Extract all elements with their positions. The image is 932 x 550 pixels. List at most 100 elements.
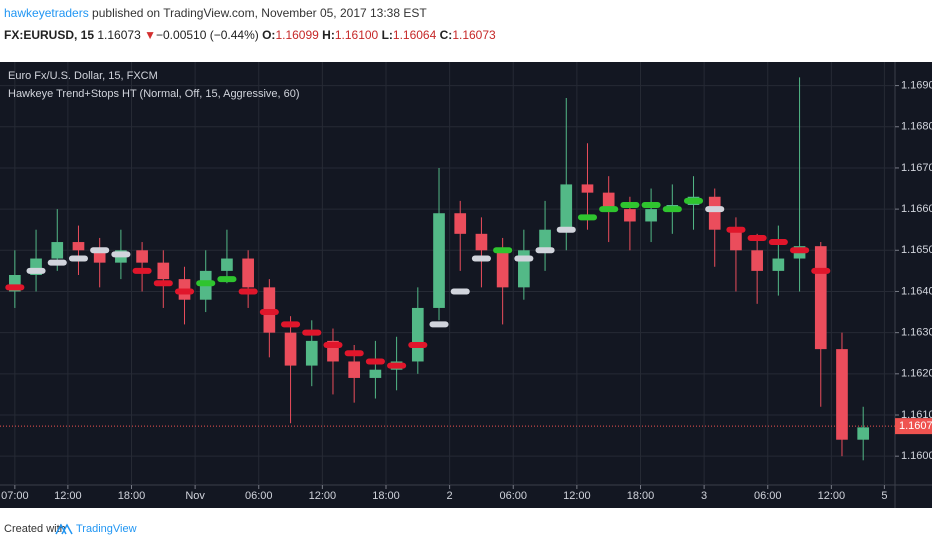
trend-stop	[408, 342, 428, 348]
candle-body	[411, 307, 424, 362]
author[interactable]: hawkeyetraders	[4, 6, 89, 20]
candle-body	[157, 262, 170, 280]
h-label: H:	[322, 28, 335, 42]
candle-body	[136, 250, 148, 263]
x-tick-label: 12:00	[54, 490, 82, 502]
trend-stop	[471, 255, 491, 262]
candle-body	[496, 250, 509, 288]
legend-symbol: Euro Fx/U.S. Dollar, 15, FXCM	[8, 70, 158, 82]
x-tick-label: 5	[881, 490, 887, 502]
l-label: L:	[382, 28, 393, 42]
candle-body	[518, 250, 530, 288]
x-tick-label: 2	[447, 490, 453, 502]
x-tick-label: 12:00	[309, 490, 337, 502]
h: 1.16100	[335, 28, 379, 42]
candle-body	[369, 369, 382, 378]
trend-stop	[174, 288, 195, 295]
trend-stop	[47, 259, 67, 266]
y-tick-label: 1.16200	[901, 368, 932, 380]
trend-stop	[68, 255, 89, 262]
candle-body	[284, 332, 297, 366]
x-tick-label: 18:00	[627, 490, 655, 502]
trend-stop	[811, 267, 831, 274]
last-price-label: 1.16073	[899, 420, 932, 432]
header: hawkeyetraders published on TradingView.…	[4, 6, 496, 42]
trend-stop	[726, 226, 746, 233]
candle-body	[645, 209, 657, 222]
candle-body	[581, 184, 594, 193]
c: 1.16073	[452, 28, 496, 42]
candle-body	[9, 275, 21, 292]
y-tick-label: 1.16600	[901, 203, 932, 215]
candle-body	[305, 340, 318, 366]
l: 1.16064	[393, 28, 437, 42]
y-tick-label: 1.16100	[901, 409, 932, 421]
y-tick-label: 1.16400	[901, 285, 932, 297]
trend-stop	[302, 329, 322, 336]
candle-body	[242, 258, 254, 288]
trend-stop	[111, 251, 131, 258]
y-tick-label: 1.16700	[901, 162, 932, 174]
o-label: O:	[262, 28, 275, 42]
trend-stop	[217, 276, 237, 283]
trend-stop	[429, 321, 449, 328]
x-tick-label: Nov	[185, 490, 205, 502]
trend-stop	[153, 280, 173, 287]
candle-body	[30, 258, 42, 275]
o: 1.16099	[275, 28, 319, 42]
candle-body	[857, 427, 870, 440]
candle-body	[348, 361, 361, 378]
published: published on TradingView.com, November 0…	[89, 6, 428, 20]
chart-bg	[0, 62, 932, 508]
trend-stop	[238, 288, 258, 295]
trend-stop	[450, 288, 470, 295]
trend-stop	[705, 206, 725, 213]
trend-stop	[556, 226, 576, 233]
candle-body	[327, 340, 339, 362]
x-tick-label: 12:00	[818, 490, 846, 502]
trend-stop	[747, 234, 767, 241]
candle-body	[93, 250, 106, 263]
x-tick-label: 06:00	[754, 490, 782, 502]
last-price-box	[895, 418, 932, 435]
x-tick-label: 12:00	[563, 490, 591, 502]
y-tick-label: 1.16500	[901, 244, 932, 256]
arrow: ▼	[144, 28, 156, 42]
y-tick-label: 1.16300	[901, 327, 932, 339]
candle-body	[51, 242, 64, 259]
x-tick-label: 18:00	[372, 490, 400, 502]
footer-brand[interactable]: TradingView	[76, 523, 137, 535]
x-tick-label: 06:00	[245, 490, 273, 502]
c-label: C:	[440, 28, 453, 42]
x-tick-label: 07:00	[1, 490, 29, 502]
x-tick-label: 3	[701, 490, 707, 502]
price: 1.16073	[97, 28, 141, 42]
trend-stop	[196, 280, 216, 287]
trend-stop	[790, 247, 810, 254]
trend-stop	[90, 247, 110, 254]
candle-body	[772, 258, 785, 271]
trend-stop	[281, 321, 301, 328]
trend-stop	[535, 247, 555, 254]
trend-stop	[620, 202, 640, 208]
candle-body	[454, 213, 467, 234]
y-tick-label: 1.16000	[901, 450, 932, 462]
trend-stop	[577, 214, 598, 221]
trend-stop	[26, 267, 46, 274]
candle-body	[433, 213, 445, 308]
tv-logo	[55, 523, 73, 535]
candle-body	[72, 242, 85, 251]
x-tick-label: 06:00	[499, 490, 527, 502]
change: −0.00510 (−0.44%)	[156, 28, 259, 42]
trend-stop	[132, 267, 152, 274]
trend-stop	[599, 206, 619, 213]
candle-body	[602, 192, 615, 210]
plot: 1.16000 1.16100 1.16200 1.16300 1.16400 1.165…	[0, 62, 932, 502]
byline: hawkeyetraders published on TradingView.…	[4, 6, 427, 20]
candle-body	[539, 229, 551, 251]
y-tick-label: 1.16800	[901, 121, 932, 133]
trend-stop	[323, 342, 343, 348]
trend-stop	[365, 358, 385, 365]
